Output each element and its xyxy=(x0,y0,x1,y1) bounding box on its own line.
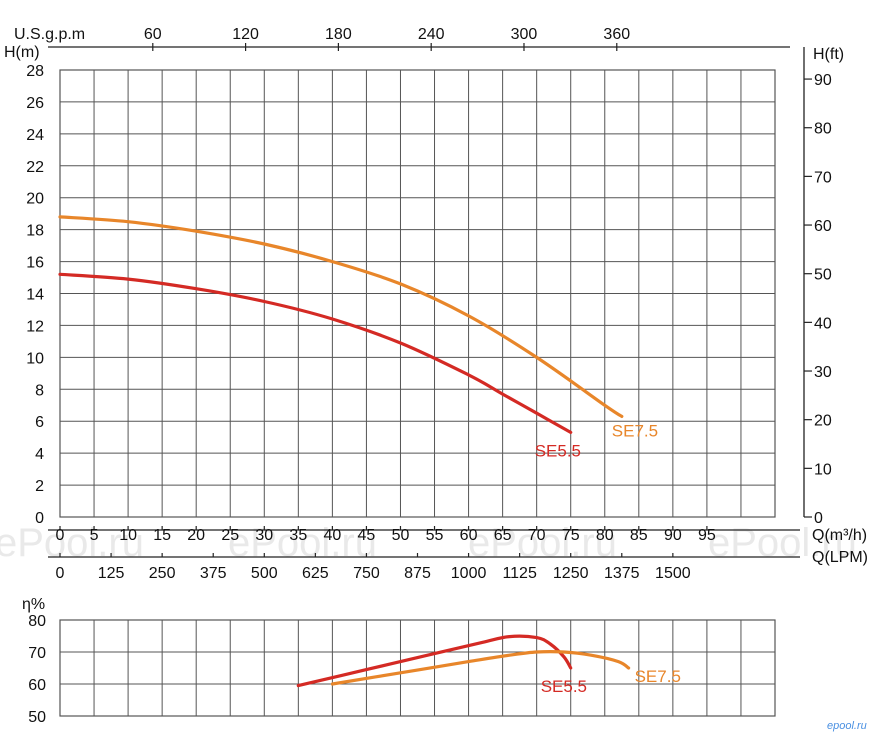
efficiency-tick-label: 80 xyxy=(28,613,46,630)
efficiency-curve-label: SE5.5 xyxy=(541,677,587,696)
x-tick-label: 50 xyxy=(392,527,410,544)
efficiency-curve-se7-5 xyxy=(330,650,631,686)
head-chart-grid xyxy=(59,69,776,518)
gpm-tick-label: 180 xyxy=(325,26,352,43)
efficiency-chart-grid xyxy=(59,619,776,717)
y-tick-label: 22 xyxy=(26,159,44,176)
lpm-tick-label: 1500 xyxy=(655,565,691,582)
efficiency-tick-label: 60 xyxy=(28,677,46,694)
x-tick-label: 35 xyxy=(289,527,307,544)
efficiency-axis-title: η% xyxy=(22,596,45,613)
x-tick-label: 10 xyxy=(119,527,137,544)
gpm-tick-label: 120 xyxy=(232,26,259,43)
watermark-text: ePool.ru xyxy=(0,521,144,565)
lpm-tick-label: 1000 xyxy=(451,565,487,582)
ft-tick-label: 60 xyxy=(814,218,832,235)
head-curve-se5-5 xyxy=(58,272,573,434)
watermark-text: ePool.ru xyxy=(228,521,377,565)
lpm-tick-label: 750 xyxy=(353,565,380,582)
x-tick-label: 40 xyxy=(323,527,341,544)
lpm-tick-label: 625 xyxy=(302,565,329,582)
lpm-tick-label: 375 xyxy=(200,565,227,582)
x-tick-label: 0 xyxy=(56,527,65,544)
watermark-layer: ePool.ru ePool.ru ePool.ru ePool.ru xyxy=(0,521,857,565)
y-tick-label: 10 xyxy=(26,350,44,367)
lpm-tick-label: 875 xyxy=(404,565,431,582)
tick-labels: 0246810121416182022242628010203040506070… xyxy=(26,26,832,726)
y-tick-label: 2 xyxy=(35,478,44,495)
y-tick-label: 8 xyxy=(35,382,44,399)
brand-logo-text: epool.ru xyxy=(827,720,867,732)
x-axis-title-m3h: Q(m³/h) xyxy=(812,527,867,544)
lpm-tick-label: 0 xyxy=(56,565,65,582)
head-curve-label: SE7.5 xyxy=(612,421,658,440)
y-axis-title-ft: H(ft) xyxy=(813,46,844,63)
y-tick-label: 18 xyxy=(26,223,44,240)
x-tick-label: 45 xyxy=(358,527,376,544)
axes xyxy=(48,43,812,558)
y-tick-label: 6 xyxy=(35,414,44,431)
lpm-tick-label: 1250 xyxy=(553,565,589,582)
efficiency-tick-label: 70 xyxy=(28,645,46,662)
y-tick-label: 16 xyxy=(26,255,44,272)
x-tick-label: 70 xyxy=(528,527,546,544)
x-tick-label: 55 xyxy=(426,527,444,544)
y-tick-label: 24 xyxy=(26,127,44,144)
y-tick-label: 12 xyxy=(26,318,44,335)
ft-tick-label: 30 xyxy=(814,364,832,381)
y-tick-label: 14 xyxy=(26,287,44,304)
ft-tick-label: 0 xyxy=(814,510,823,527)
head-curve-se7-5 xyxy=(58,215,624,418)
x-tick-label: 80 xyxy=(596,527,614,544)
x-tick-label: 25 xyxy=(221,527,239,544)
x-tick-label: 15 xyxy=(153,527,171,544)
y-tick-label: 4 xyxy=(35,446,44,463)
x-tick-label: 20 xyxy=(187,527,205,544)
y-axis-title-m: H(m) xyxy=(4,44,40,61)
y-tick-label: 26 xyxy=(26,95,44,112)
ft-tick-label: 90 xyxy=(814,72,832,89)
curves: SE5.5 SE7.5 SE5.5 SE7.5 xyxy=(58,215,681,696)
ft-tick-label: 80 xyxy=(814,121,832,138)
y-tick-label: 20 xyxy=(26,191,44,208)
x-axis-title-lpm: Q(LPM) xyxy=(812,549,868,566)
efficiency-tick-label: 50 xyxy=(28,709,46,726)
x-tick-label: 65 xyxy=(494,527,512,544)
head-curve-label: SE5.5 xyxy=(535,441,581,460)
x-tick-label: 75 xyxy=(562,527,580,544)
ft-tick-label: 70 xyxy=(814,169,832,186)
lpm-tick-label: 1125 xyxy=(502,565,537,582)
lpm-tick-label: 1375 xyxy=(604,565,640,582)
y-tick-label: 28 xyxy=(26,63,44,80)
ft-tick-label: 20 xyxy=(814,413,832,430)
watermark-text: ePool.ru xyxy=(708,521,857,565)
x-tick-label: 95 xyxy=(698,527,716,544)
x-axis-title-gpm: U.S.g.p.m xyxy=(14,26,85,43)
ft-tick-label: 50 xyxy=(814,267,832,284)
gpm-tick-label: 240 xyxy=(418,26,445,43)
gpm-tick-label: 300 xyxy=(511,26,538,43)
gpm-tick-label: 60 xyxy=(144,26,162,43)
x-tick-label: 90 xyxy=(664,527,682,544)
lpm-tick-label: 500 xyxy=(251,565,278,582)
y-tick-label: 0 xyxy=(35,510,44,527)
x-tick-label: 60 xyxy=(460,527,478,544)
efficiency-curve-label: SE7.5 xyxy=(635,667,681,686)
lpm-tick-label: 125 xyxy=(98,565,125,582)
ft-tick-label: 10 xyxy=(814,461,832,478)
x-tick-label: 5 xyxy=(90,527,99,544)
ft-tick-label: 40 xyxy=(814,315,832,332)
watermark-text: ePool.ru xyxy=(468,521,617,565)
x-tick-label: 85 xyxy=(630,527,648,544)
lpm-tick-label: 250 xyxy=(149,565,176,582)
x-tick-label: 30 xyxy=(255,527,273,544)
gpm-tick-label: 360 xyxy=(603,26,630,43)
